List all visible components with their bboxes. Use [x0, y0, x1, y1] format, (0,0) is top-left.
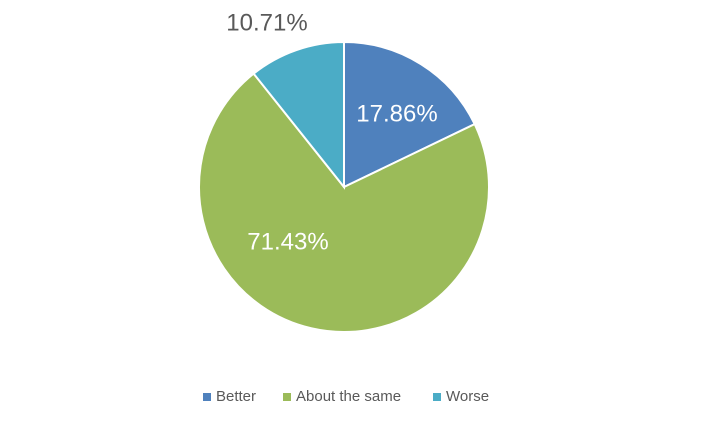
data-label: 10.71%: [226, 9, 307, 36]
legend-label: Better: [216, 388, 256, 405]
data-label: 17.86%: [356, 100, 437, 127]
pie-slice: [343, 40, 476, 189]
pie-slice: [252, 40, 345, 190]
legend-swatch: [283, 393, 291, 401]
data-label: 71.43%: [247, 228, 328, 255]
pie-slice: [198, 72, 490, 333]
legend-label: About the same: [296, 388, 401, 405]
legend-label: Worse: [446, 388, 489, 405]
legend-swatch: [203, 393, 211, 401]
legend-swatch: [433, 393, 441, 401]
